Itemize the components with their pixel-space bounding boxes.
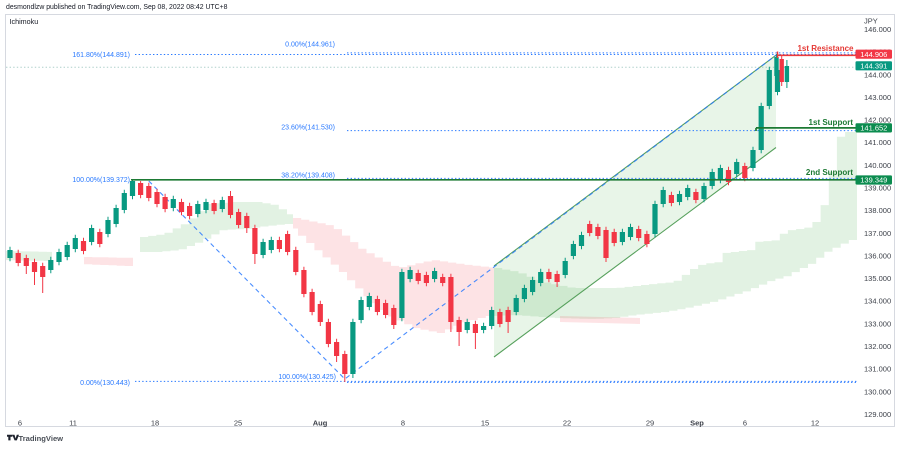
svg-text:23.60%(141.530): 23.60%(141.530) [281, 125, 335, 132]
svg-text:Ichimoku: Ichimoku [10, 17, 39, 26]
svg-text:129.000: 129.000 [864, 410, 891, 419]
svg-text:133.000: 133.000 [864, 319, 891, 328]
svg-text:1st Resistance: 1st Resistance [797, 44, 854, 53]
svg-text:11: 11 [69, 419, 77, 428]
svg-text:161.80%(144.891): 161.80%(144.891) [72, 52, 130, 59]
svg-text:18: 18 [151, 419, 159, 428]
svg-text:143.000: 143.000 [864, 93, 891, 102]
svg-text:100.00%(139.372): 100.00%(139.372) [72, 177, 130, 184]
svg-text:140.000: 140.000 [864, 161, 891, 170]
svg-text:0.00%(130.443): 0.00%(130.443) [80, 380, 130, 387]
svg-text:135.000: 135.000 [864, 274, 891, 283]
svg-text:132.000: 132.000 [864, 342, 891, 351]
svg-text:TradingView: TradingView [19, 434, 64, 443]
svg-text:136.000: 136.000 [864, 251, 891, 260]
svg-text:25: 25 [234, 419, 242, 428]
svg-text:138.000: 138.000 [864, 206, 891, 215]
svg-text:6: 6 [743, 419, 747, 428]
svg-text:38.20%(139.408): 38.20%(139.408) [281, 173, 335, 180]
svg-text:141.652: 141.652 [860, 124, 887, 133]
svg-text:141.000: 141.000 [864, 138, 891, 147]
svg-text:144.391: 144.391 [860, 62, 887, 71]
svg-text:134.000: 134.000 [864, 297, 891, 306]
svg-text:JPY: JPY [864, 17, 878, 26]
svg-text:15: 15 [481, 419, 489, 428]
svg-text:144.000: 144.000 [864, 70, 891, 79]
svg-text:142.000: 142.000 [864, 116, 891, 125]
svg-text:100.00%(130.425): 100.00%(130.425) [278, 374, 336, 381]
svg-text:130.000: 130.000 [864, 387, 891, 396]
svg-text:146.000: 146.000 [864, 25, 891, 34]
svg-text:0.00%(144.961): 0.00%(144.961) [285, 42, 335, 49]
svg-text:12: 12 [811, 419, 819, 428]
svg-text:29: 29 [646, 419, 654, 428]
svg-text:Aug: Aug [313, 419, 328, 428]
svg-text:6: 6 [18, 419, 22, 428]
svg-text:1st Support: 1st Support [809, 118, 854, 127]
svg-text:139.349: 139.349 [860, 176, 887, 185]
svg-text:2nd Support: 2nd Support [806, 168, 853, 177]
svg-text:22: 22 [563, 419, 571, 428]
svg-text:137.000: 137.000 [864, 229, 891, 238]
svg-text:139.000: 139.000 [864, 184, 891, 193]
svg-text:8: 8 [401, 419, 405, 428]
svg-text:Sep: Sep [690, 419, 704, 428]
svg-text:desmondlzw published on Tradin: desmondlzw published on TradingView.com,… [6, 4, 228, 11]
svg-text:131.000: 131.000 [864, 365, 891, 374]
svg-text:144.906: 144.906 [860, 50, 887, 59]
